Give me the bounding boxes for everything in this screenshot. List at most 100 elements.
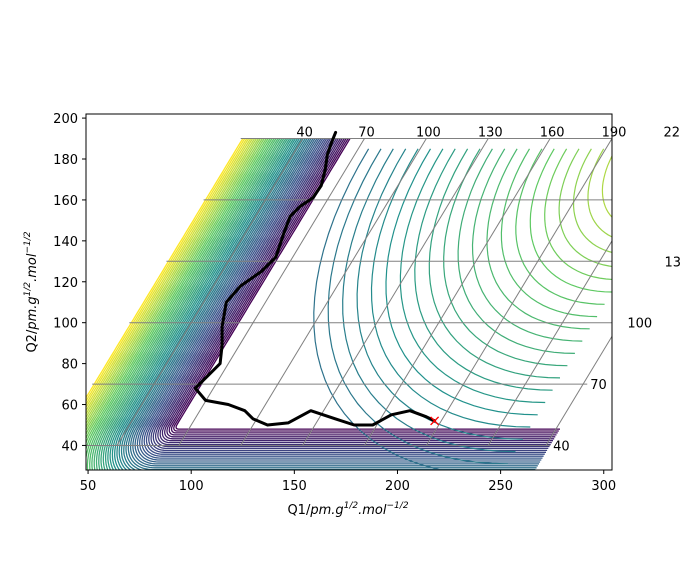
contour-line [86,138,263,432]
y-tick-label: 100 [53,317,78,332]
x-tick-label: 300 [591,479,616,494]
contour-line [123,138,306,470]
right-grid-label: 100 [627,317,652,332]
contour-line [93,138,281,470]
x-tick-label: 50 [80,479,97,494]
contour-line [457,148,575,354]
contour-line [86,138,265,436]
contour-line [98,138,285,470]
top-grid-label: 100 [416,126,441,141]
contour-line [102,138,289,470]
contour-line [414,148,553,391]
contour-line [86,138,273,462]
contour-line [86,138,269,445]
grid-line [425,138,612,446]
contour-line [107,138,293,470]
contour-line [327,148,509,465]
contour-line [159,138,552,444]
contour-line [175,138,560,430]
contour-line [399,148,546,404]
y-tick-label: 160 [53,194,78,209]
top-grid-label: 70 [358,126,375,141]
contour-line [313,148,445,470]
contour-line [428,148,561,379]
contour-line [111,138,296,470]
contour-line [529,148,612,293]
contour-line [173,138,559,432]
contour-line [125,138,308,470]
contour-line [116,138,300,470]
contour-line [617,149,657,219]
contour-line [370,148,531,428]
contour-line [86,138,259,425]
y-tick-label: 60 [61,399,78,414]
contour-line [148,138,546,453]
contour-line [168,138,557,436]
x-tick-label: 100 [179,479,204,494]
contour-line [471,148,583,342]
grid-line [116,138,304,446]
contour-line [86,138,271,451]
endpoint-marker [430,416,440,426]
top-grid-label: 190 [602,126,627,141]
contour-line [86,138,244,399]
contour-line [86,138,275,470]
contour-line [150,138,548,452]
contour-line [157,138,551,446]
top-grid-label: 40 [296,126,313,141]
contour-line [100,138,287,470]
contour-line [141,138,543,459]
top-grid-label: 130 [478,126,503,141]
top-grid-label: 160 [540,126,565,141]
contour-line [660,149,679,182]
contour-line [132,138,538,467]
contour-line [86,138,267,440]
contour-line [89,138,277,470]
contour-line [86,138,248,406]
contour-line [356,148,523,440]
contour-line [109,138,295,470]
contour-line [573,148,612,254]
contour-line [95,138,283,470]
contour-line [385,148,538,416]
grid-line [240,138,427,446]
contour-line [342,148,516,453]
y-tick-label: 80 [61,358,78,373]
contour-line [515,148,605,305]
top-grid-label: 220 [663,126,680,141]
contour-line [154,138,550,448]
contour-line [587,148,612,238]
contour-line [166,138,556,438]
contour-line [164,138,555,440]
trajectory-layer [193,130,440,427]
contour-line [500,148,598,318]
grid-line [364,138,551,446]
grid-line [487,239,612,446]
skewed-grid-labels: 40701001301601902202484070100130160190 [296,126,680,455]
contour-line [143,138,544,457]
contour-line [129,138,537,469]
y-tick-label: 120 [53,276,78,291]
contour-line [120,138,304,470]
contour-line [86,138,252,412]
contour-line [104,138,291,470]
grid-line [178,138,365,446]
contour-line [118,138,302,470]
y-tick-label: 140 [53,235,78,250]
contour-line [86,138,261,429]
right-grid-label: 40 [553,439,570,454]
y-tick-label: 200 [53,112,78,127]
contour-line [86,138,256,419]
plot-frame [85,113,613,471]
x-tick-label: 250 [488,479,513,494]
contour-line [114,138,298,470]
contour-line [86,138,257,422]
x-axis-label: Q1/pm.g1/2.mol−1/2 [287,501,408,518]
contour-line [139,138,542,461]
grid-line [302,138,489,446]
contour-line [86,138,254,416]
y-tick-label: 40 [61,439,78,454]
grid-line [545,335,612,446]
trajectory-line [193,130,437,427]
